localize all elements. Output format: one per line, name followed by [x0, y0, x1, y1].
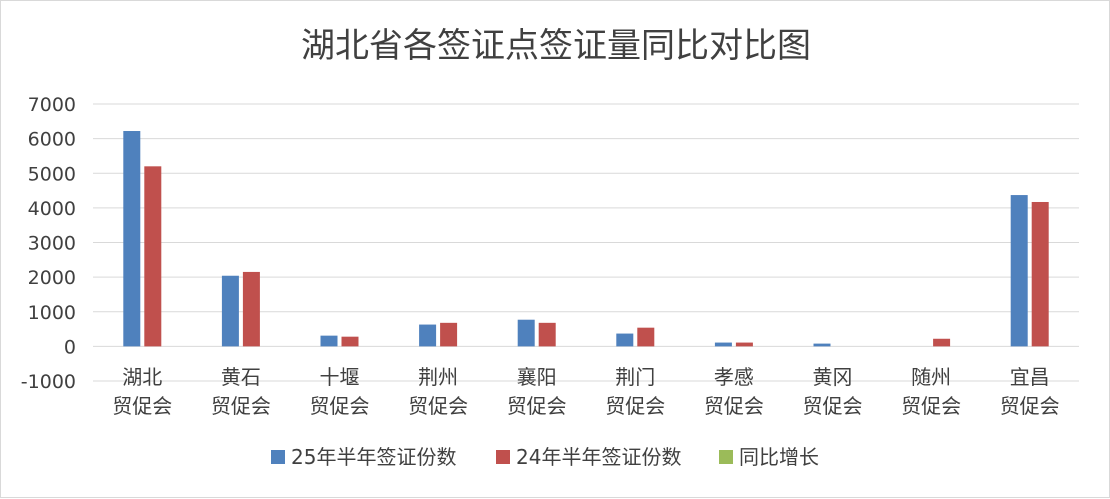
bar-series1: [616, 333, 634, 347]
legend-label: 24年半年签证份数: [516, 445, 681, 469]
x-category-label: 十堰: [320, 365, 360, 389]
x-category-label: 宜昌: [1010, 365, 1050, 389]
x-category-label: 贸促会: [901, 394, 961, 418]
y-tick-label: 1000: [28, 302, 76, 324]
x-category-label: 贸促会: [507, 394, 567, 418]
y-tick-label: 4000: [28, 198, 76, 220]
bar-series1: [1010, 195, 1028, 347]
bar-series1: [123, 131, 141, 347]
bars: [123, 131, 1049, 347]
legend-label: 同比增长: [739, 445, 819, 469]
bar-series1: [517, 319, 535, 347]
bar-series1: [813, 343, 831, 347]
x-category-label: 随州: [911, 365, 951, 389]
x-category-label: 孝感: [714, 365, 754, 389]
legend-label: 25年半年签证份数: [291, 445, 456, 469]
bar-series2: [735, 342, 753, 347]
y-tick-label: 2000: [28, 267, 76, 289]
y-tick-label: 5000: [28, 163, 76, 185]
x-category-label: 贸促会: [704, 394, 764, 418]
bar-series1: [221, 275, 239, 347]
x-category-label: 贸促会: [803, 394, 863, 418]
bar-series2: [933, 338, 951, 347]
y-tick-label: 7000: [28, 94, 76, 116]
bar-series2: [341, 336, 359, 347]
bar-series2: [1031, 201, 1049, 347]
bar-series2: [637, 327, 655, 347]
bar-series2: [144, 166, 162, 347]
x-category-label: 黄石: [221, 365, 261, 389]
x-category-label: 贸促会: [310, 394, 370, 418]
legend-swatch: [719, 450, 733, 464]
x-category-label: 贸促会: [1000, 394, 1060, 418]
bar-series1: [419, 324, 437, 347]
legend: 25年半年签证份数 24年半年签证份数 同比增长: [271, 445, 819, 469]
x-category-label: 湖北: [122, 365, 162, 389]
bar-series2: [538, 322, 556, 347]
y-tick-label: -1000: [21, 371, 76, 393]
x-category-label: 荆门: [615, 365, 655, 389]
x-category-label: 贸促会: [112, 394, 172, 418]
bar-series2: [242, 271, 260, 347]
y-tick-label: 6000: [28, 129, 76, 151]
x-category-label: 贸促会: [605, 394, 665, 418]
x-category-label: 荆州: [418, 365, 458, 389]
legend-swatch: [496, 450, 510, 464]
x-category-label: 襄阳: [517, 365, 557, 389]
y-tick-label: 0: [64, 336, 76, 358]
bar-series2: [440, 322, 458, 347]
legend-swatch: [271, 450, 285, 464]
bar-series1: [320, 335, 338, 347]
x-category-label: 贸促会: [211, 394, 271, 418]
y-tick-label: 3000: [28, 233, 76, 255]
y-axis-ticks: 7000 6000 5000 4000 3000 2000 1000 0 -1000: [21, 94, 76, 393]
x-category-label: 黄冈: [813, 365, 853, 389]
x-category-label: 贸促会: [408, 394, 468, 418]
bar-series1: [714, 342, 732, 347]
gridlines: [93, 103, 1079, 382]
chart-title: 湖北省各签证点签证量同比对比图: [301, 26, 811, 66]
